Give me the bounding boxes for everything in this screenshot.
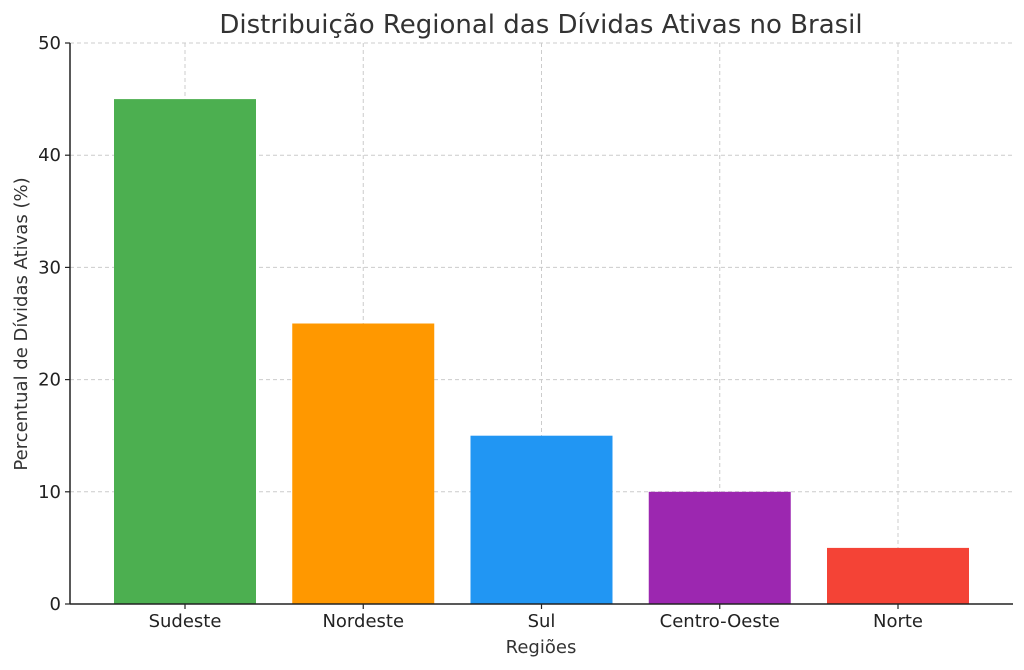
y-tick-label: 30 — [38, 257, 61, 278]
y-tick-label: 20 — [38, 370, 61, 391]
bar-norte — [827, 547, 969, 604]
y-tick-label: 40 — [38, 145, 61, 166]
bar-sul — [470, 435, 613, 604]
y-tick-label: 50 — [38, 33, 61, 54]
x-tick-label: Nordeste — [322, 611, 404, 632]
y-tick-label: 0 — [50, 594, 61, 615]
x-axis-label: Regiões — [506, 637, 577, 658]
y-axis-label: Percentual de Dívidas Ativas (%) — [11, 177, 32, 470]
x-tick-label: Sudeste — [149, 611, 222, 632]
x-tick-label: Sul — [528, 611, 556, 632]
bars — [114, 99, 969, 604]
bar-nordeste — [292, 323, 435, 604]
bar-centro-oeste — [648, 491, 791, 604]
ticks: 0 10 20 30 40 50 Sudeste Nordeste Sul Centro-Oest… — [38, 33, 923, 632]
bar-sudeste — [114, 99, 256, 604]
x-tick-label: Centro-Oeste — [660, 611, 780, 632]
y-tick-label: 10 — [38, 482, 61, 503]
x-tick-label: Norte — [873, 611, 923, 632]
chart-title: Distribuição Regional das Dívidas Ativas… — [219, 10, 862, 40]
